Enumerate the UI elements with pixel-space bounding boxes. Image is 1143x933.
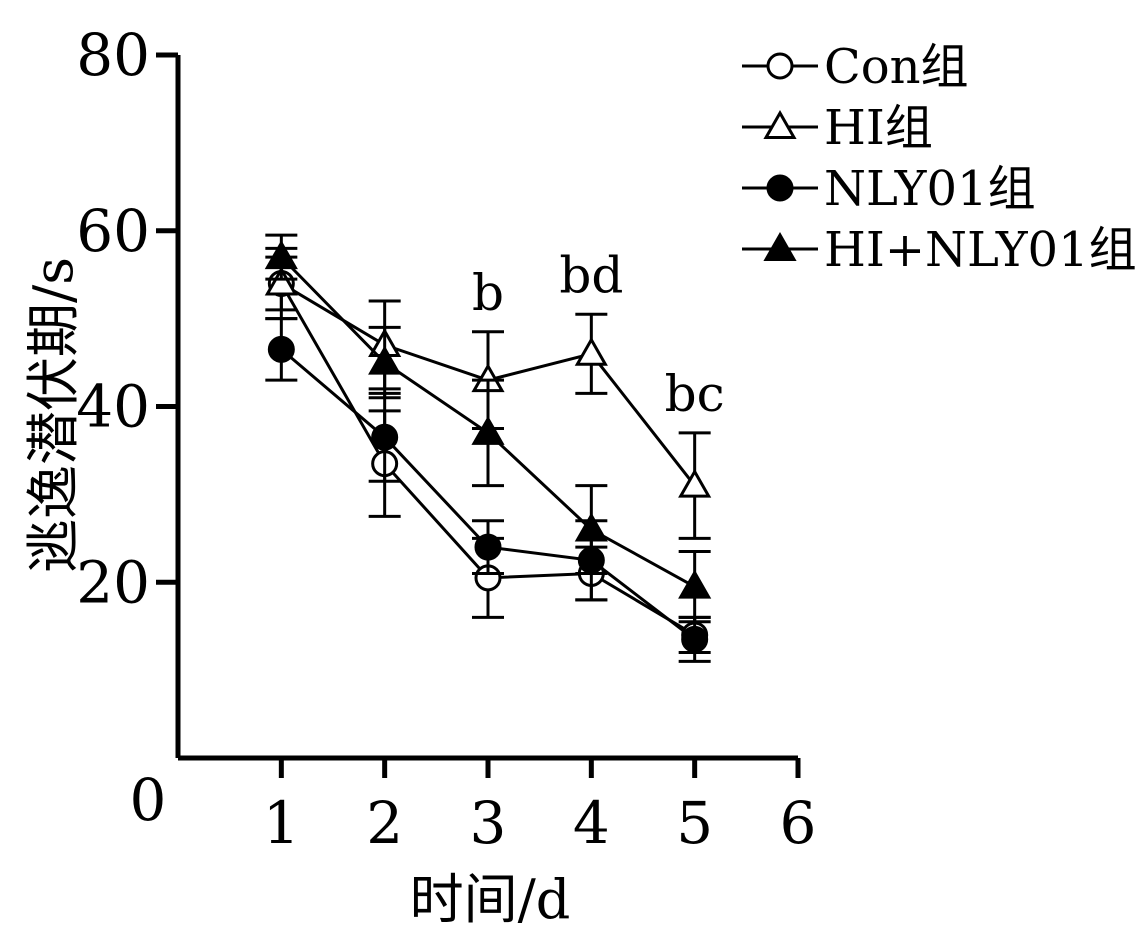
data-point (678, 569, 712, 599)
y-tick-label: 40 (76, 373, 150, 441)
x-tick-label: 2 (366, 789, 403, 857)
legend-marker (763, 231, 797, 261)
legend-item: Con组 (742, 39, 969, 95)
legend-label: HI组 (824, 100, 933, 156)
data-point (574, 336, 608, 366)
data-point (574, 512, 608, 542)
data-point (267, 335, 295, 363)
origin-label: 0 (130, 766, 167, 834)
data-point (681, 625, 709, 653)
significance-label: b (472, 264, 504, 322)
data-point (474, 533, 502, 561)
legend-item: NLY01组 (742, 161, 1036, 217)
x-tick-label: 6 (780, 789, 817, 857)
legend-label: HI+NLY01组 (824, 222, 1137, 278)
data-point (371, 423, 399, 451)
legend-label: Con组 (824, 39, 969, 95)
legend-item: HI组 (742, 100, 933, 156)
legend-marker (766, 52, 794, 80)
legend-marker (766, 174, 794, 202)
significance-label: bd (559, 246, 623, 304)
legend-marker (763, 109, 797, 139)
data-point (471, 415, 505, 445)
data-point (368, 345, 402, 375)
legend-item: HI+NLY01组 (742, 222, 1137, 278)
data-point (678, 468, 712, 498)
x-tick-label: 1 (263, 789, 300, 857)
series-group (264, 233, 712, 663)
x-axis-title: 时间/d (410, 868, 571, 931)
y-tick-label: 80 (76, 21, 150, 89)
x-tick-label: 5 (676, 789, 713, 857)
significance-label: bc (665, 365, 725, 423)
y-tick-label: 60 (76, 197, 150, 265)
y-axis-title: 逃逸潜伏期/s (22, 257, 85, 573)
axes: 20 40 60 80 0 1 2 3 4 5 6 时间/d 逃逸潜伏期/s (22, 21, 816, 931)
legend-label: NLY01组 (824, 161, 1036, 217)
data-point (264, 266, 298, 296)
annotations: b bd bc (472, 246, 725, 423)
x-tick-label: 4 (573, 789, 610, 857)
series-filled-triangle (264, 233, 712, 624)
x-tick-label: 3 (470, 789, 507, 857)
y-tick-label: 20 (76, 548, 150, 616)
data-point (264, 240, 298, 270)
